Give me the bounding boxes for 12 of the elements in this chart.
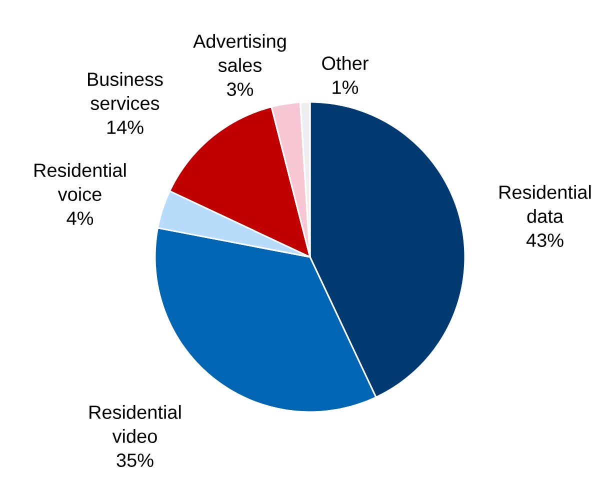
data-label: 4% [66,212,94,225]
slice-label: Residential video [90,405,181,443]
slice-label: Other [322,56,368,70]
slice-label: Residential data [500,185,591,223]
data-label: 43% [526,234,564,247]
data-label: 1% [332,80,358,94]
slice-label: Advertising sales [193,34,286,72]
data-label: 35% [116,454,154,467]
data-label: 3% [226,82,254,96]
slice-label: Business services [88,72,163,110]
slice-label: Residential voice [34,163,126,202]
data-label: 14% [107,120,144,134]
